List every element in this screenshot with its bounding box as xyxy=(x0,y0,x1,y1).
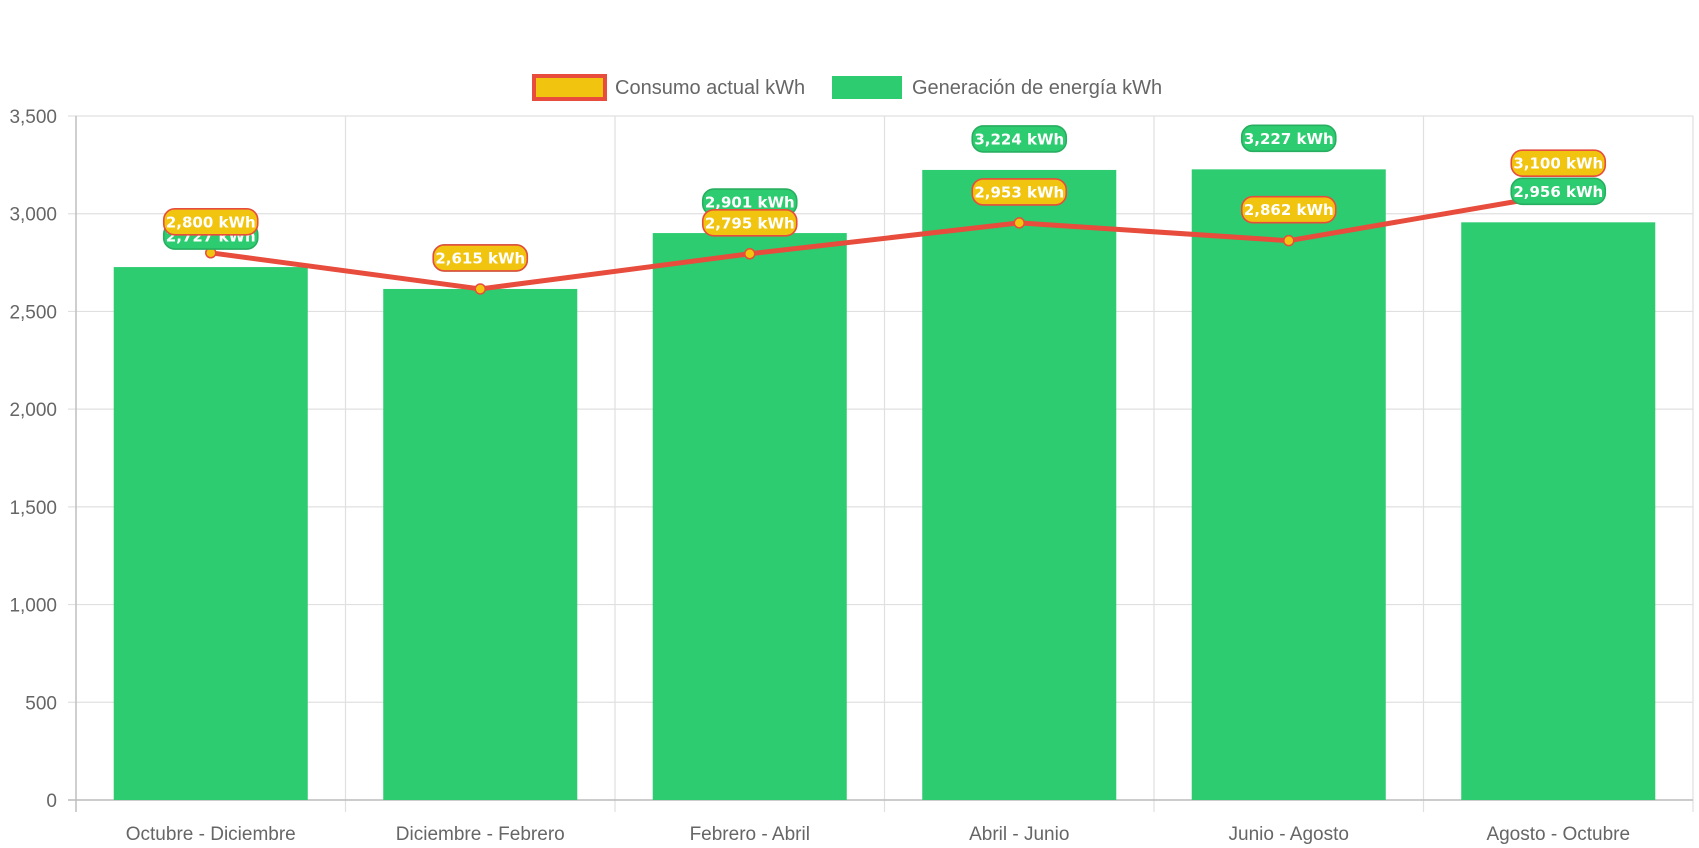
bar xyxy=(652,233,847,801)
x-tick-label: Abril - Junio xyxy=(969,824,1069,845)
line-data-label-text: 2,615 kWh xyxy=(435,249,525,267)
line-point xyxy=(474,283,486,295)
x-axis: Octubre - Diciembre Diciembre - Febrero Fe… xyxy=(126,824,1630,845)
y-tick-label: 2,000 xyxy=(9,400,57,421)
line-data-label-bg xyxy=(162,208,259,236)
y-tick-label: 3,500 xyxy=(9,107,57,128)
bar-data-label-text: 2,956 kWh xyxy=(1513,183,1603,201)
line-data-label: 2,953 kWh xyxy=(971,178,1068,206)
line-data-label: 2,795 kWh xyxy=(701,208,798,237)
bar-data-label-bg xyxy=(1240,124,1337,153)
bar-data-label: 3,227 kWh xyxy=(1240,124,1337,153)
x-tick-label: Febrero - Abril xyxy=(690,824,810,845)
line-data-label: 2,800 kWh xyxy=(162,208,259,236)
y-tick-label: 1,000 xyxy=(9,596,57,617)
x-tick-label: Agosto - Octubre xyxy=(1486,824,1630,845)
line-data-label-text: 3,100 kWh xyxy=(1513,155,1603,173)
line-data-label-bg xyxy=(1510,149,1607,177)
legend-swatch-generacion xyxy=(832,76,902,99)
y-tick-label: 0 xyxy=(46,791,57,812)
line-data-label-bg xyxy=(1240,195,1337,224)
line-data-label-text: 2,862 kWh xyxy=(1244,201,1334,219)
line-data-label-bg xyxy=(701,208,798,237)
line-data-label: 2,615 kWh xyxy=(432,244,529,272)
y-tick-label: 500 xyxy=(25,693,57,714)
line-data-label: 2,862 kWh xyxy=(1240,195,1337,224)
line-data-label-text: 2,800 kWh xyxy=(166,213,256,231)
bar-data-label-text: 3,227 kWh xyxy=(1244,130,1334,148)
line-point xyxy=(744,248,756,260)
x-tick-label: Octubre - Diciembre xyxy=(126,824,296,845)
line-point xyxy=(1013,217,1025,229)
x-tick-label: Junio - Agosto xyxy=(1229,824,1349,845)
y-tick-label: 2,500 xyxy=(9,302,57,323)
bar xyxy=(922,169,1117,800)
bar-data-label-text: 2,901 kWh xyxy=(705,194,795,212)
y-axis: 0 500 1,000 1,500 2,000 2,500 3,000 3,500 xyxy=(9,107,57,812)
bar xyxy=(1461,222,1656,801)
y-tick-label: 3,000 xyxy=(9,205,57,226)
y-tick-label: 1,500 xyxy=(9,498,57,519)
bar-data-label: 2,956 kWh xyxy=(1510,177,1607,206)
bar xyxy=(383,288,578,800)
bar-series xyxy=(113,169,1656,801)
bar xyxy=(1191,169,1386,801)
legend-swatch-consumo xyxy=(532,74,607,101)
line-data-label: 3,100 kWh xyxy=(1510,149,1607,177)
line-path xyxy=(210,191,1559,292)
bar-data-label-bg xyxy=(1510,177,1607,206)
legend: Consumo actual kWh Generación de energía … xyxy=(532,74,1162,101)
line-data-label-bg xyxy=(971,178,1068,206)
bar-data-label-bg xyxy=(971,125,1068,153)
bar-data-label-text: 3,224 kWh xyxy=(974,130,1064,148)
grid xyxy=(68,115,1694,812)
legend-label-consumo: Consumo actual kWh xyxy=(615,77,805,99)
bar-data-label: 3,224 kWh xyxy=(971,125,1068,153)
legend-label-generacion: Generación de energía kWh xyxy=(912,77,1162,99)
x-tick-label: Diciembre - Febrero xyxy=(396,824,565,845)
line-point xyxy=(1283,234,1295,247)
line-data-label-bg xyxy=(432,244,529,272)
line-data-label-text: 2,953 kWh xyxy=(974,183,1064,201)
line-series xyxy=(205,188,1564,295)
line-data-label-text: 2,795 kWh xyxy=(705,214,795,232)
bar-data-label: 2,901 kWh xyxy=(701,188,798,216)
bar xyxy=(113,267,308,800)
